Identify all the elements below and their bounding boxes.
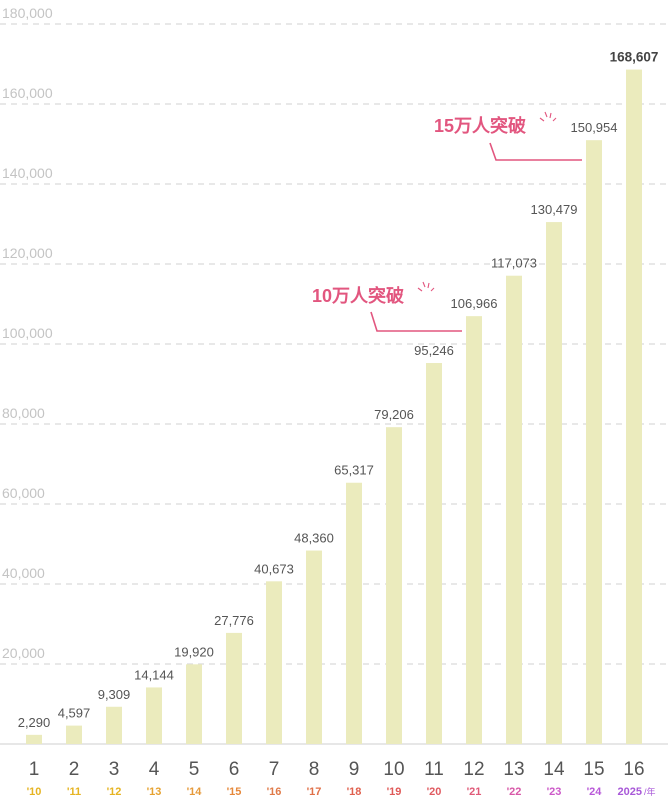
data-label: 19,920 <box>174 644 214 659</box>
y-tick-label: 60,000 <box>2 485 45 501</box>
sparkle-mark <box>427 282 430 289</box>
sparkle-mark <box>552 117 557 122</box>
milestone-annotation: 15万人突破 <box>434 115 526 136</box>
sparkle-mark <box>422 281 426 288</box>
data-label: 40,673 <box>254 561 294 576</box>
year-label: '17 <box>307 786 322 798</box>
year-label: '10 <box>27 786 42 798</box>
bar <box>586 140 602 744</box>
y-tick-label: 40,000 <box>2 565 45 581</box>
data-label: 117,073 <box>491 256 537 271</box>
year-label: '11 <box>67 786 81 798</box>
x-tick-label: 4 <box>149 759 160 780</box>
x-tick-label: 15 <box>583 759 604 780</box>
bar <box>346 482 362 744</box>
data-label: 150,954 <box>571 120 618 135</box>
year-label: '22 <box>507 786 522 798</box>
x-tick-label: 11 <box>424 759 444 780</box>
x-tick-label: 14 <box>543 759 565 780</box>
y-tick-label: 100,000 <box>2 325 53 341</box>
year-label: '18 <box>347 786 362 798</box>
bar <box>426 363 442 744</box>
milestone-annotation: 10万人突破 <box>312 285 404 306</box>
x-tick-label: 8 <box>309 759 320 780</box>
data-label: 65,317 <box>334 463 374 478</box>
data-label: 106,966 <box>451 296 498 311</box>
y-tick-label: 180,000 <box>2 5 53 21</box>
x-tick-label: 2 <box>69 759 80 780</box>
year-label: 2025 <box>618 786 642 798</box>
x-tick-label: 16 <box>623 759 644 780</box>
x-tick-label: 13 <box>503 759 524 780</box>
bar <box>546 222 562 745</box>
x-tick-label: 7 <box>269 759 280 780</box>
bar <box>186 664 202 744</box>
data-label: 14,144 <box>134 667 174 682</box>
x-tick-label: 9 <box>349 759 360 780</box>
bar <box>146 687 162 744</box>
data-label: 4,597 <box>58 706 91 721</box>
bar <box>26 734 42 744</box>
x-tick-label: 10 <box>383 759 404 780</box>
data-label: 130,479 <box>531 202 578 217</box>
year-label: '12 <box>107 786 122 798</box>
bar <box>506 275 522 744</box>
annotation-leader-line <box>370 311 462 332</box>
bar <box>466 316 482 744</box>
year-label: '14 <box>187 786 203 798</box>
data-label: 168,607 <box>610 50 659 65</box>
year-label: '15 <box>227 786 242 798</box>
x-tick-label: 3 <box>109 759 120 780</box>
bar <box>66 725 82 744</box>
data-label: 2,290 <box>18 715 51 730</box>
data-label: 79,206 <box>374 407 414 422</box>
year-label: '24 <box>587 786 603 798</box>
year-label: '23 <box>547 786 562 798</box>
sparkle-mark <box>544 111 548 118</box>
x-tick-label: 1 <box>29 759 40 780</box>
year-label: '19 <box>387 786 402 798</box>
x-tick-label: 5 <box>189 759 200 780</box>
year-label: '16 <box>267 786 282 798</box>
data-label: 27,776 <box>214 613 254 628</box>
y-tick-label: 20,000 <box>2 645 45 661</box>
bar <box>226 632 242 744</box>
sparkle-mark <box>539 117 545 122</box>
year-unit-label: /年 <box>644 786 656 797</box>
bar <box>266 581 282 744</box>
y-tick-label: 80,000 <box>2 405 45 421</box>
year-label: '13 <box>147 786 162 798</box>
data-label: 48,360 <box>294 531 334 546</box>
sparkle-mark <box>549 112 552 119</box>
x-tick-label: 6 <box>229 759 240 780</box>
bar <box>306 550 322 744</box>
sparkle-mark <box>417 287 423 292</box>
data-label: 9,309 <box>98 687 131 702</box>
y-tick-label: 140,000 <box>2 165 53 181</box>
year-label: '21 <box>467 786 482 798</box>
annotation-leader-line <box>489 142 582 161</box>
sparkle-mark <box>430 287 435 292</box>
y-tick-label: 120,000 <box>2 245 53 261</box>
data-label: 95,246 <box>414 343 454 358</box>
x-tick-label: 12 <box>463 759 484 780</box>
bar <box>386 427 402 744</box>
bar <box>626 69 642 744</box>
y-tick-label: 160,000 <box>2 85 53 101</box>
bar <box>106 706 122 744</box>
year-label: '20 <box>427 786 442 798</box>
